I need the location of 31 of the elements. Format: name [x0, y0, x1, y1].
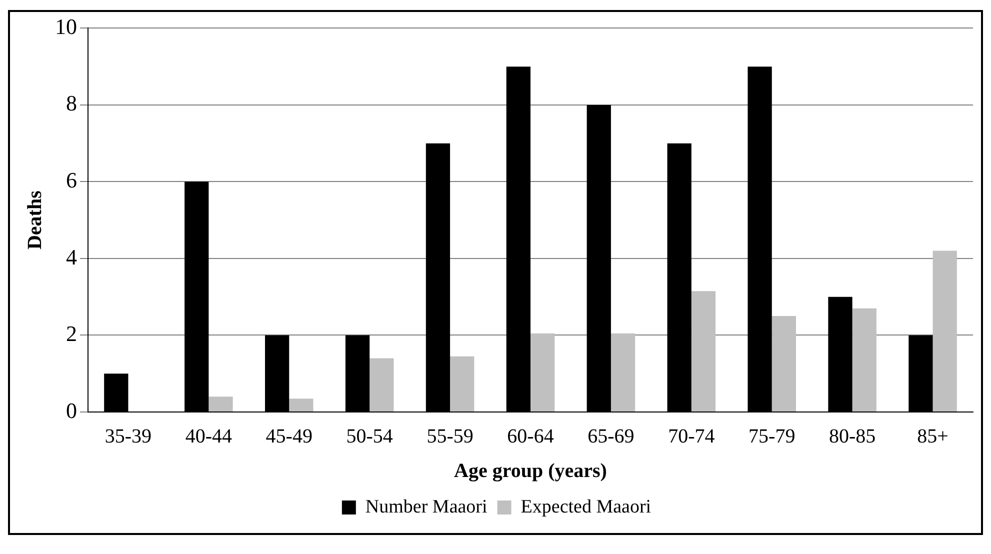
x-tick-label: 75-79 [748, 425, 796, 448]
y-tick-label: 0 [66, 398, 77, 423]
bar [772, 316, 796, 412]
bar [289, 398, 314, 412]
x-axis-title: Age group (years) [454, 460, 607, 482]
x-tick-label: 50-54 [346, 425, 393, 448]
y-tick-label: 4 [66, 244, 77, 270]
bar [610, 333, 636, 412]
bar [691, 291, 716, 412]
bar [852, 308, 876, 412]
legend-label: Number Maaori [365, 496, 488, 518]
bar [530, 333, 555, 412]
y-tick-label: 6 [66, 168, 77, 192]
bar [450, 356, 474, 412]
y-axis-title: Deaths [24, 190, 46, 250]
y-tick-label: 8 [66, 90, 77, 116]
x-tick-label: 45-49 [266, 425, 312, 448]
x-tick-label: 55-59 [426, 425, 474, 448]
x-tick-label: 35-39 [104, 425, 152, 448]
x-tick-label: 65-69 [588, 425, 634, 448]
x-tick-label: 60-64 [507, 425, 554, 448]
y-tick-label: 2 [66, 321, 77, 346]
bar [370, 358, 394, 412]
x-tick-label: 80-85 [828, 425, 876, 448]
y-tick-label: 10 [55, 14, 77, 39]
bar [932, 250, 957, 412]
x-tick-label: 70-74 [668, 425, 715, 448]
legend-label: Expected Maaori [520, 496, 652, 518]
x-tick-label: 40-44 [185, 425, 232, 448]
bar [208, 396, 233, 412]
x-tick-label: 85+ [917, 425, 948, 448]
